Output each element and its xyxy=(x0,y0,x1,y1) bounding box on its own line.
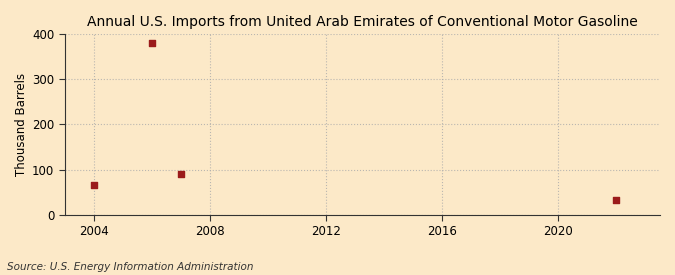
Point xyxy=(88,183,99,188)
Point xyxy=(611,197,622,202)
Title: Annual U.S. Imports from United Arab Emirates of Conventional Motor Gasoline: Annual U.S. Imports from United Arab Emi… xyxy=(87,15,638,29)
Point xyxy=(146,41,157,45)
Y-axis label: Thousand Barrels: Thousand Barrels xyxy=(15,73,28,176)
Text: Source: U.S. Energy Information Administration: Source: U.S. Energy Information Administ… xyxy=(7,262,253,272)
Point xyxy=(176,172,186,176)
